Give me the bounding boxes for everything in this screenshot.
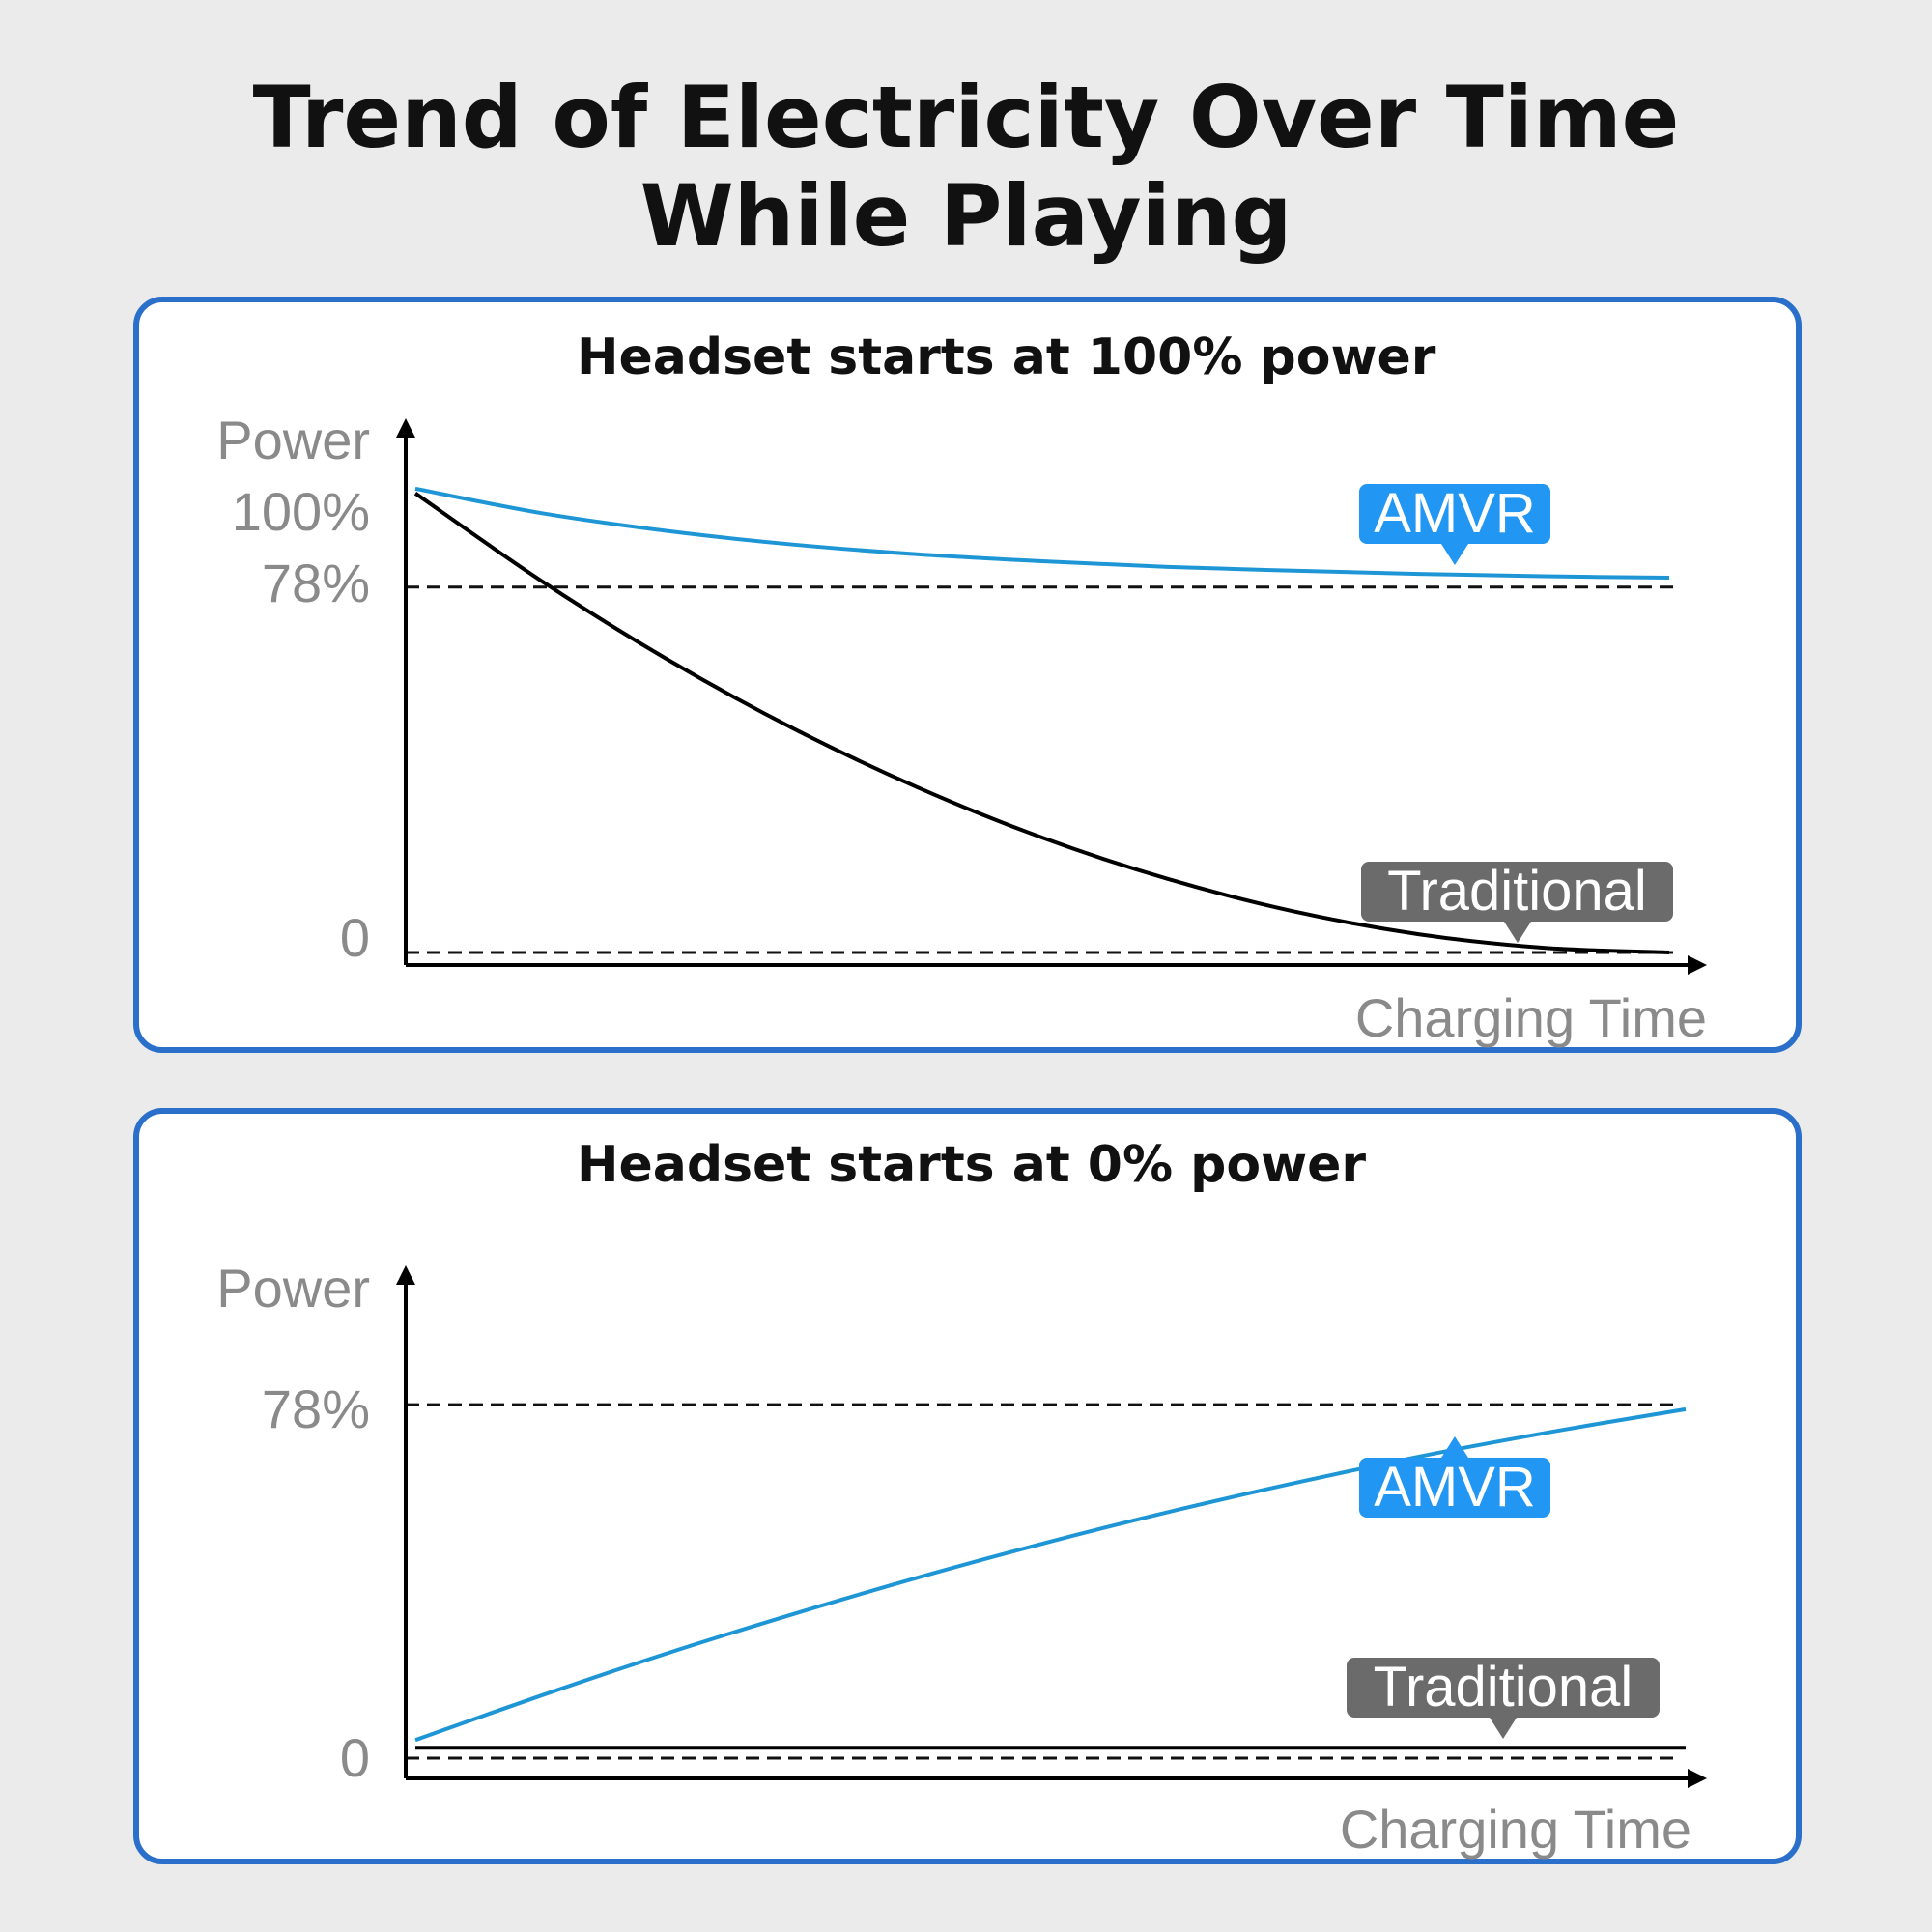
panel1-xlabel: Charging Time: [1354, 987, 1707, 1048]
panel1-traditional-label: Traditional: [1361, 862, 1673, 943]
panel2-subtitle: Headset starts at 0% power: [577, 1136, 1367, 1194]
panel2-ytick-78: 78%: [261, 1378, 370, 1439]
panel2-x-axis-arrow-icon: [1688, 1769, 1707, 1788]
panel1-series-amvr: [414, 486, 1670, 580]
panel1-x-axis-arrow-icon: [1688, 955, 1707, 975]
chart-title-line2: While Playing: [639, 166, 1293, 266]
panel1-subtitle: Headset starts at 100% power: [577, 328, 1436, 386]
panel1-y-axis-arrow-icon: [396, 418, 415, 438]
panel2-amvr-label: AMVR: [1359, 1436, 1550, 1518]
panel1-ytick-0: 0: [339, 907, 370, 968]
chart-title-line1: Trend of Electricity Over Time: [252, 68, 1680, 167]
panel1-ylabel: Power: [216, 410, 370, 470]
panel2-series-amvr: [414, 1406, 1687, 1743]
panel2-xlabel: Charging Time: [1339, 1799, 1691, 1860]
panel1-ytick-78: 78%: [261, 553, 370, 613]
panel1-amvr-label: AMVR: [1359, 484, 1550, 565]
panel1-series-traditional: [413, 492, 1670, 954]
panel1-ytick-100: 100%: [231, 481, 370, 542]
panel2-y-axis-arrow-icon: [396, 1265, 415, 1285]
panel2-ylabel: Power: [216, 1258, 370, 1319]
panel2-ytick-0: 0: [339, 1727, 370, 1788]
panel2-traditional-label: Traditional: [1347, 1658, 1660, 1739]
